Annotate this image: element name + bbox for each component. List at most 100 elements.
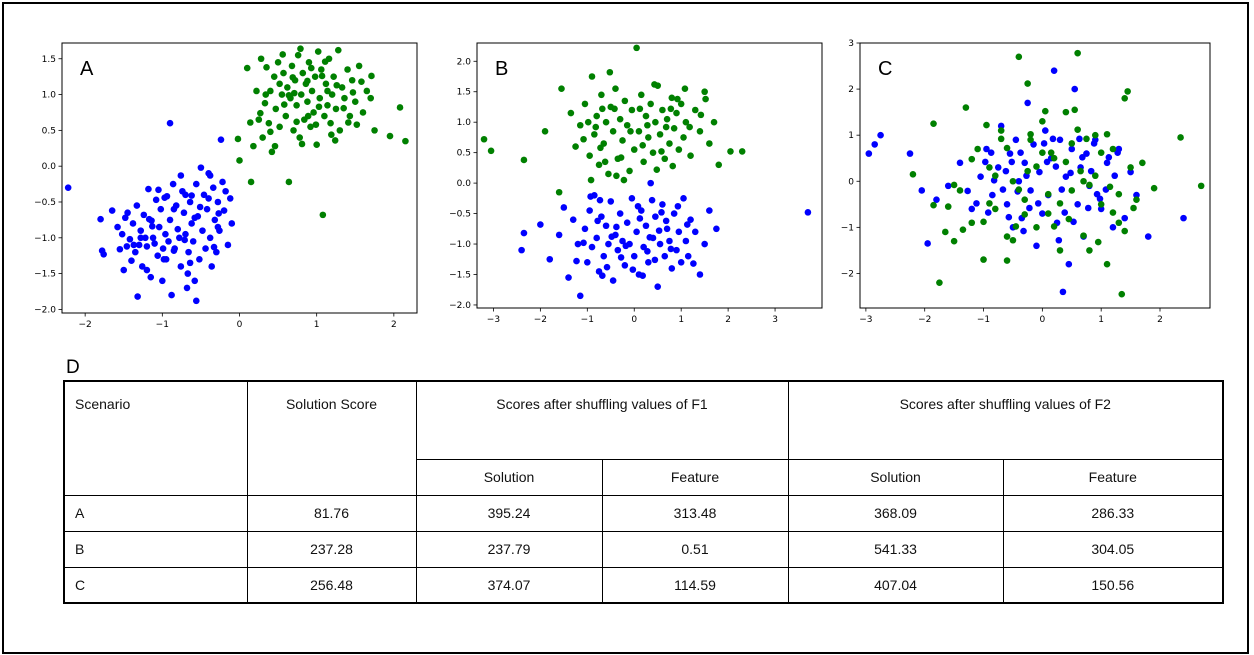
scatter-point: [1020, 227, 1027, 235]
scatter-point: [304, 98, 311, 106]
scatter-point: [344, 66, 351, 73]
x-tick-label: −2: [79, 320, 92, 330]
scatter-point: [605, 170, 612, 178]
scatter-point: [1033, 242, 1040, 250]
scatter-point: [605, 240, 612, 248]
scatter-point: [206, 172, 214, 179]
scatter-point: [217, 136, 225, 143]
y-tick-label: −2: [841, 269, 854, 279]
scatter-point: [1008, 158, 1016, 166]
scatter-point: [314, 48, 322, 55]
scatter-point: [133, 202, 141, 209]
scatter-point: [620, 176, 628, 184]
cell-f1-feature: 0.51: [601, 530, 789, 568]
scatter-point: [1071, 85, 1079, 93]
scatter-point: [619, 137, 626, 144]
scatter-point: [1049, 135, 1057, 143]
scatter-point: [236, 157, 243, 164]
scatter-point: [690, 260, 697, 267]
scatter-point: [1086, 181, 1093, 189]
scatter-point: [713, 225, 720, 233]
scatter-point: [211, 216, 219, 224]
scatter-point: [1080, 177, 1087, 185]
scatter-point: [989, 191, 996, 199]
scatter-point: [1006, 150, 1014, 157]
plot-axes-box: [476, 42, 823, 309]
scatter-point: [327, 119, 334, 127]
scatter-point: [1041, 127, 1049, 134]
scatter-point: [569, 216, 577, 223]
scatter-point: [680, 195, 687, 202]
scatter-point: [675, 228, 683, 236]
scatter-point: [645, 259, 652, 266]
scatter-point: [243, 64, 251, 72]
scatter-point: [259, 134, 266, 141]
scatter-point: [603, 263, 611, 271]
scatter-point: [334, 46, 342, 54]
scatter-point: [1027, 136, 1034, 144]
scatter-point: [677, 259, 685, 266]
scatter-point: [1003, 257, 1011, 264]
scatter-point: [308, 87, 316, 95]
scatter-point: [1074, 201, 1081, 208]
scatter-point: [941, 228, 949, 236]
scatter-point: [186, 259, 194, 267]
scatter-point: [304, 112, 312, 120]
scatter-point: [285, 178, 293, 186]
scatter-point: [621, 97, 629, 105]
scatter-point: [338, 84, 346, 91]
scatter-point: [1026, 204, 1033, 212]
scatter-point: [738, 148, 746, 155]
scatter-point: [280, 101, 288, 108]
scatter-point: [143, 266, 151, 274]
scatter-point: [633, 44, 640, 52]
cell-f1-solution: 374.07: [415, 566, 603, 604]
scatter-point: [629, 266, 637, 273]
scatter-point: [598, 91, 605, 99]
scatter-point: [986, 164, 993, 171]
scatter-point: [288, 62, 296, 70]
scatter-point: [261, 99, 269, 107]
scatter-point: [673, 246, 680, 254]
scatter-point: [997, 122, 1005, 130]
scatter-point: [599, 105, 606, 113]
scatter-point: [155, 223, 163, 231]
scatter-point: [687, 216, 694, 223]
scatter-point: [332, 105, 340, 113]
scatter-point: [968, 205, 976, 213]
scatter-point: [310, 109, 317, 116]
scatter-point: [124, 209, 131, 217]
scatter-point: [181, 236, 189, 244]
scatter-point: [159, 245, 167, 252]
scatter-point: [1180, 214, 1187, 222]
scatter-point: [637, 91, 645, 99]
scatter-point: [315, 103, 323, 111]
scatter-point: [1084, 204, 1092, 212]
scatter-point: [1027, 130, 1034, 138]
scatter-point: [555, 231, 563, 239]
scatter-point: [804, 209, 812, 216]
scatter-point: [330, 73, 337, 80]
header-f2-group: Scores after shuffling values of F2: [787, 380, 1224, 460]
scatter-point: [307, 123, 314, 131]
scatter-point: [865, 150, 873, 157]
y-tick-label: −1.5: [34, 270, 56, 280]
scatter-point: [351, 98, 359, 106]
scatter-point: [318, 72, 326, 80]
scatter-point: [518, 246, 525, 254]
scatter-point: [1121, 227, 1129, 235]
scores-table: Scenario Solution Score Scores after shu…: [63, 380, 1225, 604]
scatter-point: [367, 94, 374, 102]
scatter-point: [336, 127, 344, 134]
scatter-point: [185, 248, 192, 256]
scatter-point: [520, 229, 528, 237]
scatter-point: [324, 87, 331, 95]
scatter-point: [587, 176, 595, 184]
scatter-point: [617, 154, 625, 161]
y-tick-label: 2: [848, 85, 854, 95]
scatter-point: [202, 245, 209, 252]
scatter-point: [999, 186, 1007, 193]
scatter-point: [1091, 131, 1099, 139]
scatter-point: [991, 205, 999, 213]
scatter-point: [1015, 53, 1023, 61]
